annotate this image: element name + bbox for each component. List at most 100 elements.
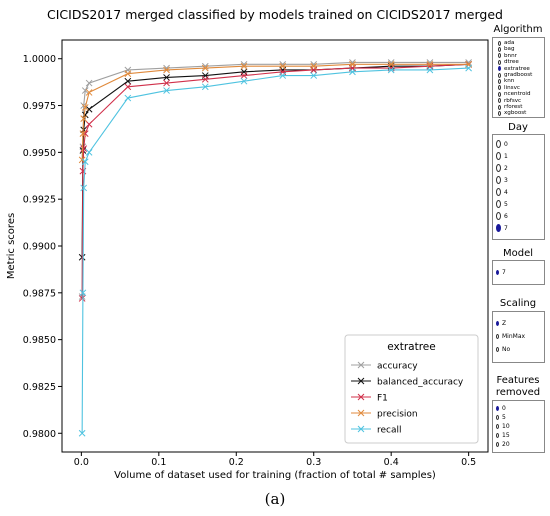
data-point-precision (279, 62, 287, 70)
data-point-balanced-accuracy (85, 105, 93, 113)
radio-option-6[interactable]: 6 (496, 212, 508, 220)
x-tick-label: 0.3 (306, 457, 321, 468)
radio-button-icon[interactable] (496, 152, 501, 160)
radio-button-icon[interactable] (498, 46, 501, 52)
radio-option-gradboost[interactable]: gradboost (498, 72, 532, 78)
series-line-accuracy (81, 61, 469, 297)
radio-option-rforest[interactable]: rforest (498, 104, 522, 110)
radio-button-icon[interactable] (496, 433, 499, 438)
radio-option-z[interactable]: Z (496, 320, 506, 327)
radio-option-bnnr[interactable]: bnnr (498, 53, 517, 59)
radio-option-7[interactable]: 7 (496, 224, 508, 232)
legend-marker (357, 377, 365, 385)
radio-option-knn[interactable]: knn (498, 78, 514, 84)
radio-button-icon[interactable] (496, 176, 501, 184)
radio-button-icon[interactable] (496, 270, 499, 275)
y-axis-label: Metric scores (6, 213, 17, 279)
radio-button-icon[interactable] (498, 78, 501, 84)
radio-option-15[interactable]: 15 (496, 432, 510, 439)
radio-option-5[interactable]: 5 (496, 200, 508, 208)
radio-option-4[interactable]: 4 (496, 188, 508, 196)
radio-button-icon[interactable] (498, 104, 501, 110)
data-point-precision (79, 130, 87, 137)
radio-button-icon[interactable] (498, 53, 501, 59)
radio-button-icon[interactable] (498, 59, 501, 65)
radio-button-icon[interactable] (496, 442, 499, 447)
radio-button-icon[interactable] (498, 91, 501, 97)
radio-option-no[interactable]: No (496, 346, 510, 353)
model-panel-title: Model (502, 248, 534, 259)
legend-entry-f1: F1 (351, 394, 388, 404)
x-tick-label: 0.2 (229, 457, 244, 468)
data-point-recall (426, 66, 434, 74)
radio-button-icon[interactable] (496, 415, 499, 420)
radio-option-5[interactable]: 5 (496, 414, 506, 421)
radio-option-0[interactable]: 0 (496, 405, 506, 412)
radio-option-ada[interactable]: ada (498, 40, 514, 46)
x-tick-label: 0.5 (461, 457, 476, 468)
data-point-recall (79, 289, 87, 297)
data-point-f1 (201, 75, 209, 83)
data-point-balanced-accuracy (81, 111, 89, 119)
radio-option-bag[interactable]: bag (498, 46, 515, 52)
radio-button-icon[interactable] (496, 334, 499, 339)
radio-option-rbfsvc[interactable]: rbfsvc (498, 98, 521, 104)
legend-entry-accuracy: accuracy (351, 362, 418, 372)
data-point-precision (124, 70, 132, 78)
radio-option-ncentroid[interactable]: ncentroid (498, 91, 531, 97)
radio-button-icon[interactable] (496, 164, 501, 172)
data-point-recall (163, 87, 170, 94)
data-point-recall (240, 77, 248, 85)
radio-option-extratree[interactable]: extratree (498, 66, 530, 72)
radio-button-icon[interactable] (498, 110, 501, 116)
data-point-recall (465, 64, 472, 72)
radio-button-icon[interactable] (498, 72, 501, 78)
radio-option-10[interactable]: 10 (496, 423, 510, 430)
radio-option-3[interactable]: 3 (496, 176, 508, 184)
data-point-recall (310, 72, 318, 79)
radio-option-linsvc[interactable]: linsvc (498, 85, 520, 91)
legend-entry-balanced-accuracy: balanced_accuracy (351, 378, 464, 388)
radio-option-0[interactable]: 0 (496, 140, 508, 148)
radio-button-icon[interactable] (496, 424, 499, 429)
radio-option-7[interactable]: 7 (496, 269, 506, 276)
radio-option-label: 1 (504, 152, 508, 160)
series-line-precision (81, 63, 469, 160)
radio-option-2[interactable]: 2 (496, 164, 508, 172)
y-tick-label: 0.9875 (23, 288, 56, 299)
legend-label: balanced_accuracy (377, 378, 464, 388)
data-point-precision (85, 89, 93, 96)
data-point-precision (426, 60, 434, 68)
radio-option-1[interactable]: 1 (496, 152, 508, 160)
radio-option-label: 20 (502, 441, 510, 448)
radio-button-icon[interactable] (496, 212, 501, 220)
radio-option-xgboost[interactable]: xgboost (498, 110, 526, 116)
radio-button-icon[interactable] (496, 188, 501, 196)
y-tick-label: 1.0000 (23, 54, 56, 65)
radio-button-icon[interactable] (498, 98, 501, 104)
series-recall (78, 64, 472, 437)
radio-button-icon[interactable] (496, 224, 501, 232)
radio-button-icon[interactable] (496, 321, 499, 326)
radio-option-label: 7 (502, 269, 506, 276)
radio-option-minmax[interactable]: MinMax (496, 333, 525, 340)
x-tick-label: 0.0 (74, 457, 89, 468)
radio-option-label: Z (502, 320, 507, 327)
data-point-precision (310, 62, 318, 70)
radio-button-icon[interactable] (496, 406, 499, 411)
radio-option-dtree[interactable]: dtree (498, 59, 519, 65)
radio-button-icon[interactable] (496, 140, 501, 148)
radio-button-icon[interactable] (498, 66, 501, 72)
data-point-f1 (80, 145, 88, 152)
radio-button-icon[interactable] (498, 85, 501, 91)
x-tick-label: 0.1 (151, 457, 166, 468)
radio-button-icon[interactable] (496, 347, 499, 352)
radio-option-20[interactable]: 20 (496, 441, 510, 448)
y-tick-label: 0.9975 (23, 101, 56, 112)
radio-button-icon[interactable] (498, 40, 501, 46)
radio-option-label: No (502, 346, 511, 353)
legend-marker (357, 393, 365, 401)
radio-button-icon[interactable] (496, 200, 501, 208)
legend-marker (357, 361, 365, 369)
x-tick-label: 0.4 (384, 457, 399, 468)
